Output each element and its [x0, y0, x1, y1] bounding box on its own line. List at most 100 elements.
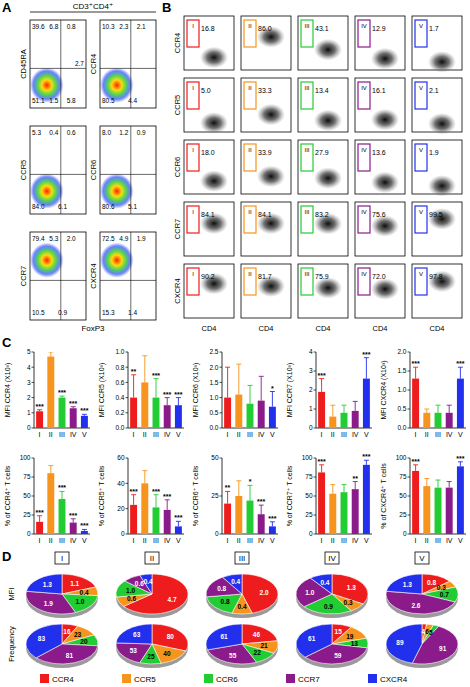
significance: *** [69, 512, 77, 519]
error-bar [424, 409, 429, 413]
plot-frame [241, 140, 291, 194]
y-axis [410, 458, 411, 534]
bar [36, 411, 43, 428]
axis-label: CCR4 [89, 54, 98, 74]
plot-frame [30, 20, 86, 108]
axis-label: CD4 [201, 324, 216, 333]
tick-label: 20 [117, 505, 125, 512]
gate-value: 1.2 [119, 129, 128, 136]
category-label: V [458, 537, 463, 544]
tick-label: 2.0 [209, 364, 218, 371]
gate-value: 16.8 [201, 25, 215, 32]
pie-slice [26, 624, 62, 658]
marks [318, 358, 370, 428]
error-bar [236, 481, 241, 496]
gate [358, 20, 370, 47]
significance: *** [36, 509, 44, 516]
bar [318, 472, 325, 534]
flow-plot: II33.3 [241, 78, 291, 132]
column-label: V [419, 147, 423, 153]
error-line [238, 481, 239, 496]
column-label: II [248, 147, 252, 153]
category-label: V [364, 431, 369, 438]
flow-plot: CCR410.32.32.180.54.4 [89, 20, 156, 108]
gate-value: 6.8 [49, 23, 58, 30]
tick-label: 0 [403, 530, 407, 537]
axis-label: % of CCR5⁺ T cells [98, 465, 105, 526]
data-label: 0.9 [324, 603, 333, 610]
error-bar [330, 405, 335, 416]
gate [301, 144, 313, 171]
tick-label: 0.2 [115, 409, 124, 416]
pie: 8040255363 [116, 624, 188, 668]
gate [244, 20, 256, 47]
plot-frame [184, 140, 234, 194]
plot-frame [298, 78, 348, 132]
axis-label: CD4 [315, 324, 330, 333]
flow-plot: III13.4 [298, 78, 348, 132]
category-label: II [49, 537, 53, 544]
pie: 4.70.61.00.60.4 [116, 574, 188, 618]
gate-line [60, 232, 61, 320]
data-label: 21 [260, 642, 268, 649]
error-bar [37, 516, 42, 522]
error-bar [353, 401, 358, 411]
error-line [332, 485, 333, 494]
gate [301, 82, 313, 109]
significance: *** [163, 391, 171, 398]
data-label: 1.0 [126, 587, 135, 594]
column-label: I [192, 209, 194, 215]
tick-label: 0.5 [209, 409, 218, 416]
bar [457, 379, 464, 428]
error-bar [37, 410, 42, 412]
bar [47, 357, 54, 428]
category-label: III [435, 537, 441, 544]
tick-label: 2 [27, 394, 31, 401]
bar [175, 526, 182, 534]
pie: 4621225561 [206, 624, 278, 668]
error-line [438, 405, 439, 413]
error-bar [319, 379, 324, 392]
gate [358, 206, 370, 233]
tick-label: 25 [211, 492, 219, 499]
error-cap [447, 481, 452, 482]
pie-slice [26, 574, 62, 594]
error-bar [270, 522, 275, 527]
bar-chart: % of CCR7⁺ T cells0255075100***IIIIII**I… [286, 453, 372, 544]
column-label: I [192, 271, 194, 277]
plot-frame [355, 140, 405, 194]
gate [244, 206, 256, 233]
error-bar [60, 396, 65, 398]
tick-label: 25 [23, 511, 31, 518]
bar [81, 531, 88, 534]
category-label: IV [70, 431, 77, 438]
gate [358, 144, 370, 171]
data-label: 0.8 [217, 585, 226, 592]
legend-entry: CCR4 [40, 674, 74, 684]
error-bar [60, 491, 65, 499]
column-label: V [419, 85, 423, 91]
tick-label: 4 [27, 364, 31, 371]
plot-frame [184, 264, 234, 318]
flow-plot: II84.1 [241, 202, 291, 256]
bar [153, 398, 160, 428]
cell-density [200, 112, 228, 134]
column-label: I [192, 147, 194, 153]
data-label: 1.3 [347, 584, 356, 591]
gate-value: 0.9 [58, 309, 67, 316]
tick-label: 0.8 [115, 364, 124, 371]
bar [341, 492, 348, 534]
column-label: IV [361, 147, 367, 153]
error-cap [424, 409, 429, 410]
pie-slice [296, 624, 332, 657]
data-label: 0.8 [221, 598, 230, 605]
gate [187, 20, 199, 47]
category-label: IV [446, 431, 453, 438]
cell-density [371, 48, 399, 70]
significance: *** [412, 458, 420, 465]
error-line [50, 352, 51, 357]
category-label: V [364, 537, 369, 544]
gate-value: 0.6 [67, 129, 76, 136]
column-label: III [304, 209, 309, 215]
bar [47, 473, 54, 534]
